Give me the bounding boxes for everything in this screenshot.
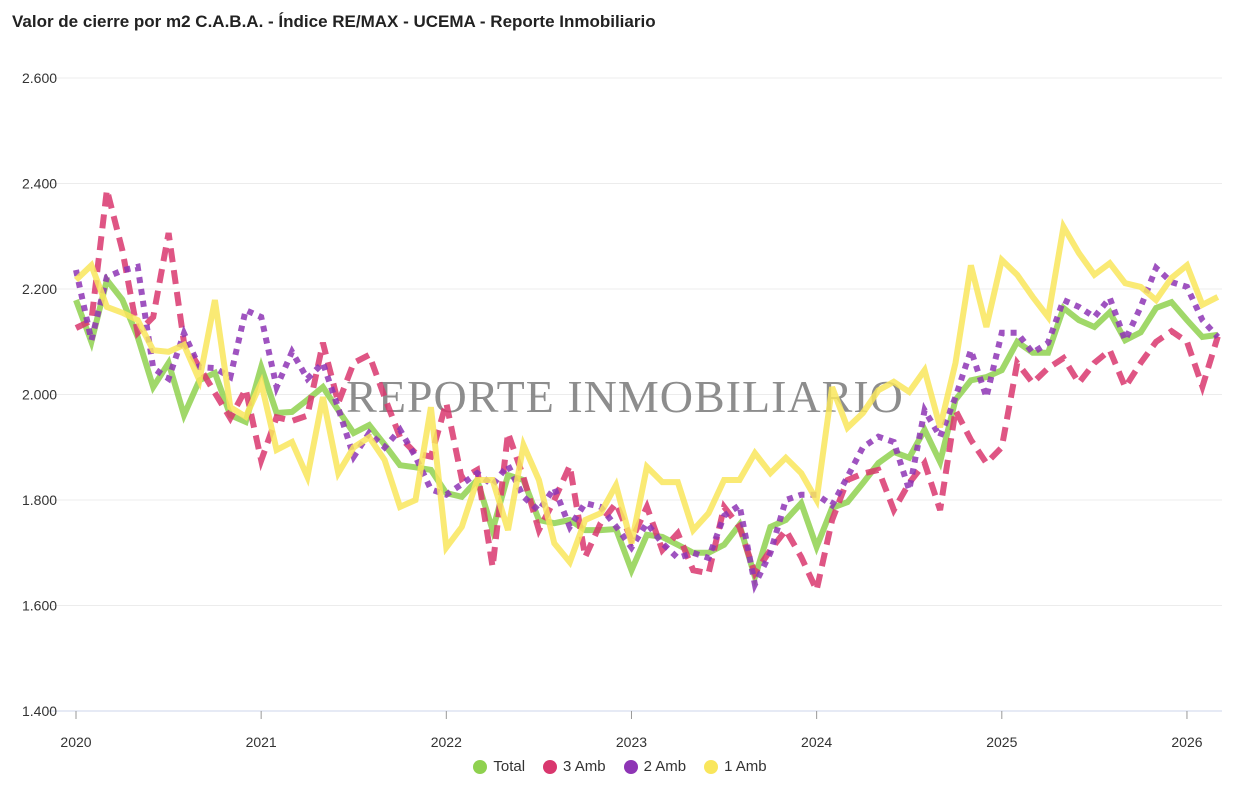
legend-marker-icon bbox=[543, 759, 558, 774]
x-tick-label: 2020 bbox=[60, 734, 91, 750]
series-lines bbox=[73, 189, 1221, 600]
legend-item-2-amb[interactable]: 2 Amb bbox=[623, 758, 687, 775]
legend-label: 3 Amb bbox=[563, 758, 606, 775]
y-tick-label: 1.600 bbox=[22, 598, 57, 614]
series-line-1-amb bbox=[73, 218, 1220, 569]
grid bbox=[48, 77, 1222, 712]
legend-item-1-amb[interactable]: 1 Amb bbox=[704, 758, 767, 775]
y-tick-label: 2.200 bbox=[22, 281, 57, 297]
y-tick-label: 2.600 bbox=[22, 70, 57, 86]
legend-item-total[interactable]: Total bbox=[473, 758, 525, 775]
chart-title: Valor de cierre por m2 C.A.B.A. - Índice… bbox=[12, 12, 656, 31]
y-tick-label: 1.800 bbox=[22, 492, 57, 508]
series-line-3-amb bbox=[74, 189, 1221, 600]
legend-label: Total bbox=[493, 758, 526, 775]
x-tick-label: 2021 bbox=[246, 734, 277, 750]
legend-marker-icon bbox=[473, 759, 488, 774]
series-line-2-amb bbox=[73, 262, 1221, 594]
legend-marker-icon bbox=[704, 759, 719, 774]
legend-label: 2 Amb bbox=[643, 758, 687, 775]
legend-label: 1 Amb bbox=[724, 758, 767, 775]
watermark: REPORTE INMOBILIARIO bbox=[346, 371, 904, 422]
x-tick-label: 2026 bbox=[1171, 734, 1202, 750]
axis-ticks: 1.400 1.600 1.800 2.000 2.200 2.400 2.600 2020 2… bbox=[22, 70, 1203, 750]
legend-item-3-amb[interactable]: 3 Amb bbox=[543, 758, 606, 775]
series-line-total bbox=[73, 273, 1219, 588]
y-tick-label: 2.400 bbox=[22, 176, 57, 192]
x-tick-label: 2024 bbox=[801, 734, 832, 750]
y-tick-label: 2.000 bbox=[22, 387, 57, 403]
x-tick-label: 2025 bbox=[986, 734, 1017, 750]
legend: Total 3 Amb 2 Amb 1 Amb bbox=[0, 758, 1240, 775]
x-tick-label: 2022 bbox=[431, 734, 462, 750]
y-tick-label: 1.400 bbox=[22, 703, 57, 719]
legend-marker-icon bbox=[623, 759, 638, 774]
x-tick-label: 2023 bbox=[616, 734, 647, 750]
